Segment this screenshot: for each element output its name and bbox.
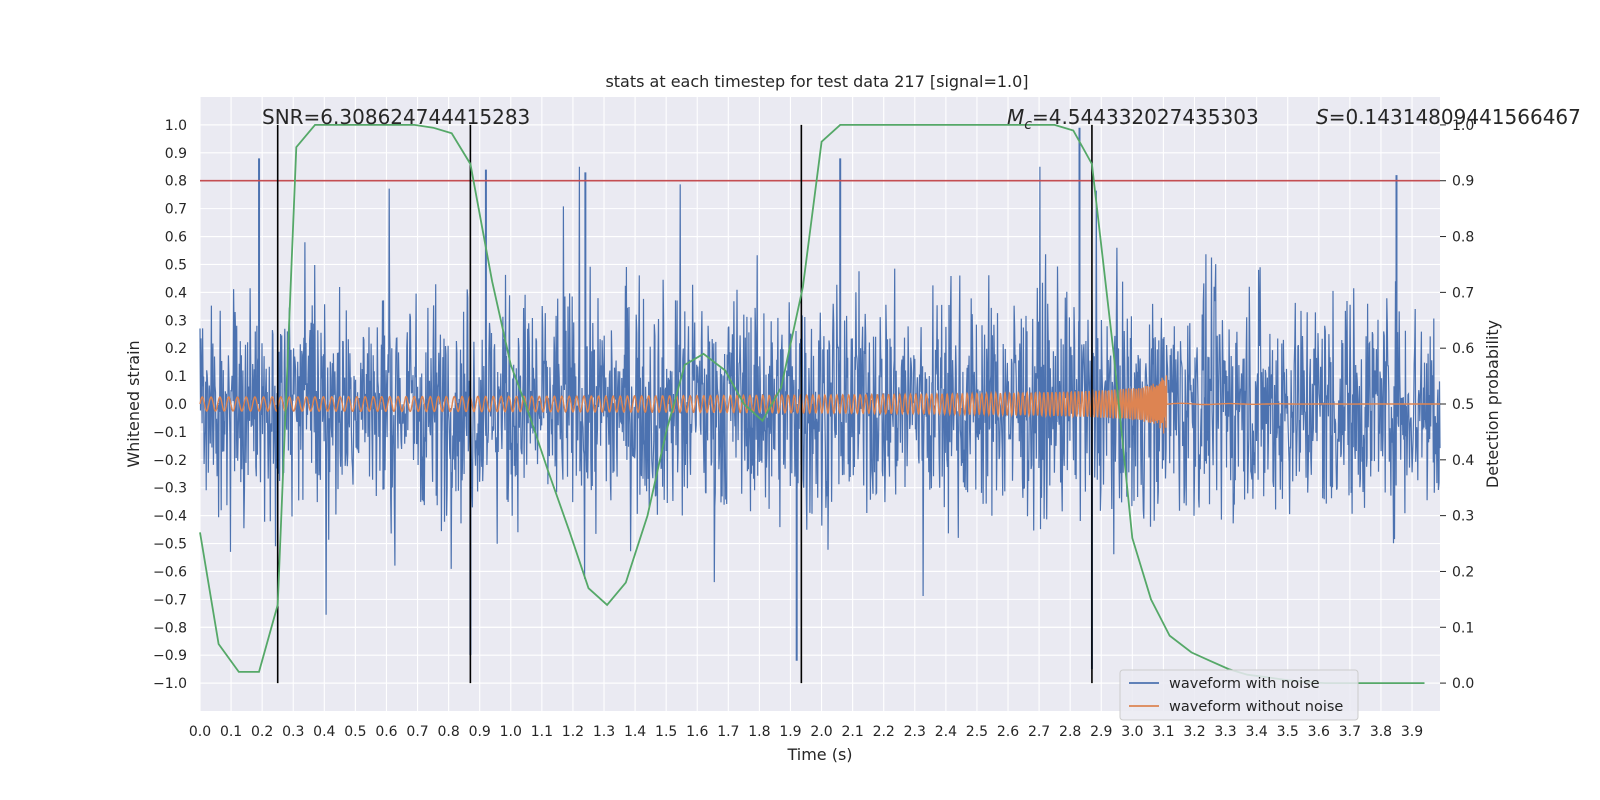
chirp-mass-annotation: Mc=4.544332027435303 [1007,105,1259,133]
x-tick-label: 1.9 [779,724,801,740]
y-tick-label: 0.7 [165,202,187,218]
x-tick-label: 2.5 [966,724,988,740]
x-tick-label: 3.5 [1277,724,1299,740]
x-tick-label: 2.6 [997,724,1019,740]
x-tick-label: 2.7 [1028,724,1050,740]
y-tick-label: −0.6 [153,564,187,580]
y-tick-label: 0.0 [165,397,187,413]
x-tick-label: 1.4 [624,724,646,740]
y-tick-label: 0.4 [165,285,187,301]
legend-label-clean: waveform without noise [1169,699,1343,715]
y2-tick-label: 0.6 [1452,341,1474,357]
snr-annotation: SNR=6.308624744415283 [262,105,530,129]
y-tick-label: 0.6 [165,230,187,246]
y-tick-label: 0.3 [165,313,187,329]
legend: waveform with noise waveform without noi… [1119,669,1359,721]
x-tick-label: 2.2 [873,724,895,740]
x-tick-label: 0.8 [437,724,459,740]
y2-tick-label: 0.8 [1452,230,1474,246]
y-tick-label: −0.3 [153,481,187,497]
y-tick-label: −0.9 [153,648,187,664]
y-tick-label: 0.1 [165,369,187,385]
x-tick-label: 0.6 [375,724,397,740]
x-tick-label: 1.2 [562,724,584,740]
x-tick-label: 2.4 [935,724,957,740]
y-axis-label: Whitened strain [124,340,143,467]
x-tick-label: 2.1 [841,724,863,740]
x-tick-label: 3.2 [1183,724,1205,740]
noise-trace [199,166,1441,615]
x-tick-label: 0.0 [189,724,211,740]
x-tick-label: 0.7 [406,724,428,740]
y-axis-ticks: 1.0 0.9 0.8 0.7 0.6 0.5 0.4 0.3 0.2 0.1 0.0 −0.1 −0.… [153,118,187,692]
y-tick-label: −0.7 [153,592,187,608]
x-tick-label: 1.7 [717,724,739,740]
x-tick-label: 3.0 [1121,724,1143,740]
chirp-mass-subscript: c [1024,117,1032,133]
s-annotation: S=0.14314809441566467 [1316,105,1581,129]
x-tick-label: 0.4 [313,724,335,740]
y2-axis-label: Detection probability [1483,320,1502,488]
x-tick-label: 0.5 [344,724,366,740]
chirp-mass-value: =4.544332027435303 [1032,105,1259,129]
legend-label-noise: waveform with noise [1169,676,1320,692]
x-axis-ticks: 0.0 0.1 0.2 0.3 0.4 0.5 0.6 0.7 0.8 0.9 1.0 1.1 1.2 1… [189,724,1423,740]
x-tick-label: 0.9 [469,724,491,740]
x-tick-label: 3.1 [1152,724,1174,740]
event-markers [276,124,1093,684]
y2-tick-label: 0.2 [1452,564,1474,580]
y-tick-label: 0.8 [165,174,187,190]
clean-trace [199,375,1440,434]
y2-tick-label: 0.5 [1452,397,1474,413]
x-tick-label: 3.4 [1246,724,1268,740]
x-axis-label: Time (s) [786,745,852,764]
probability-trace [199,124,1425,684]
series-waveform-without-noise [199,375,1440,434]
x-tick-label: 3.3 [1214,724,1236,740]
y-tick-label: −0.5 [153,537,187,553]
s-symbol: S [1316,105,1329,129]
y-tick-label: 0.2 [165,341,187,357]
x-tick-label: 1.1 [531,724,553,740]
y-tick-label: 1.0 [165,118,187,134]
s-value: =0.14314809441566467 [1329,105,1581,129]
y-tick-label: −0.1 [153,425,187,441]
x-tick-label: 3.8 [1370,724,1392,740]
x-tick-label: 0.1 [220,724,242,740]
x-tick-label: 3.9 [1401,724,1423,740]
x-tick-label: 1.8 [748,724,770,740]
x-tick-label: 1.3 [593,724,615,740]
y2-tick-label: 0.9 [1452,174,1474,190]
x-tick-label: 0.2 [251,724,273,740]
y2-tick-label: 0.0 [1452,676,1474,692]
y2-tick-label: 0.1 [1452,620,1474,636]
x-tick-label: 1.5 [655,724,677,740]
y-tick-label: 0.9 [165,146,187,162]
y-tick-label: −0.2 [153,453,187,469]
x-tick-label: 1.6 [686,724,708,740]
y2-tick-label: 0.7 [1452,285,1474,301]
x-tick-label: 2.9 [1090,724,1112,740]
x-tick-label: 2.8 [1059,724,1081,740]
y2-tick-label: 0.3 [1452,509,1474,525]
x-tick-label: 3.7 [1339,724,1361,740]
y2-tick-label: 1.0 [1452,118,1474,134]
y-tick-label: −1.0 [153,676,187,692]
y-tick-label: 0.5 [165,257,187,273]
y2-tick-label: 0.4 [1452,453,1474,469]
chart-title: stats at each timestep for test data 217… [605,72,1028,91]
y2-axis-ticks: 1.0 0.9 0.8 0.7 0.6 0.5 0.4 0.3 0.2 0.1 0.0 [1440,118,1474,692]
x-tick-label: 2.0 [810,724,832,740]
y-tick-label: −0.4 [153,509,187,525]
x-tick-label: 2.3 [904,724,926,740]
x-tick-label: 1.0 [500,724,522,740]
series-detection-probability [199,124,1425,684]
x-tick-label: 0.3 [282,724,304,740]
y-tick-label: −0.8 [153,620,187,636]
x-tick-label: 3.6 [1308,724,1330,740]
chirp-mass-symbol: M [1007,105,1024,129]
legend-box [1119,669,1359,721]
